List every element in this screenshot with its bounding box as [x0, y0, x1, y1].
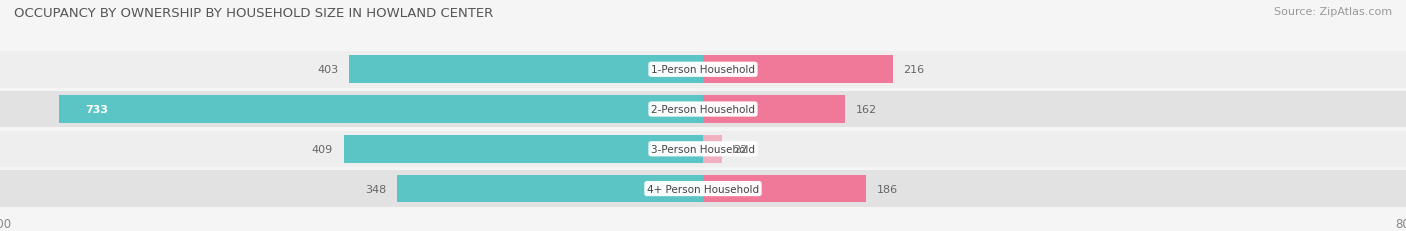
Text: 348: 348 [366, 184, 387, 194]
Text: 216: 216 [904, 65, 925, 75]
Text: 1-Person Household: 1-Person Household [651, 65, 755, 75]
Text: 403: 403 [318, 65, 339, 75]
Bar [703, 135, 723, 163]
Text: 162: 162 [856, 105, 877, 115]
Bar [703, 175, 866, 203]
Bar [0, 91, 1406, 128]
Text: 3-Person Household: 3-Person Household [651, 144, 755, 154]
Text: 2-Person Household: 2-Person Household [651, 105, 755, 115]
Text: Source: ZipAtlas.com: Source: ZipAtlas.com [1274, 7, 1392, 17]
Bar [343, 135, 703, 163]
Text: OCCUPANCY BY OWNERSHIP BY HOUSEHOLD SIZE IN HOWLAND CENTER: OCCUPANCY BY OWNERSHIP BY HOUSEHOLD SIZE… [14, 7, 494, 20]
Text: 409: 409 [312, 144, 333, 154]
Bar [703, 96, 845, 123]
Text: 4+ Person Household: 4+ Person Household [647, 184, 759, 194]
Bar [0, 52, 1406, 88]
Bar [703, 56, 893, 84]
Bar [349, 56, 703, 84]
Bar [0, 131, 1406, 167]
Bar [0, 170, 1406, 207]
Bar [59, 96, 703, 123]
Bar [398, 175, 703, 203]
Text: 733: 733 [86, 105, 108, 115]
Text: 186: 186 [877, 184, 898, 194]
Text: 22: 22 [733, 144, 747, 154]
